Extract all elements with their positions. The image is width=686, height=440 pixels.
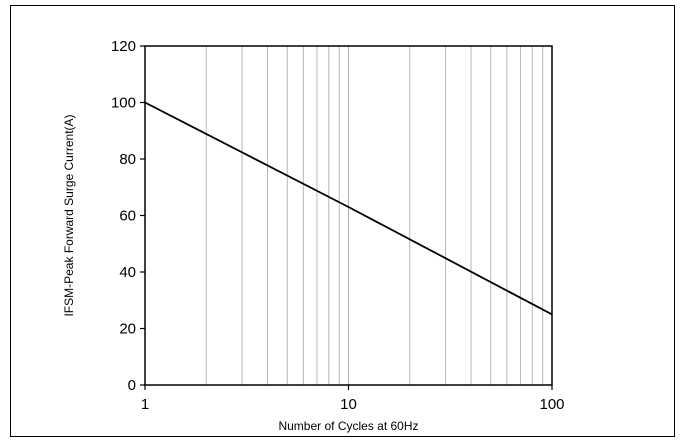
y-axis-label: IFSM-Peak Forward Surge Current(A) [62, 114, 76, 316]
series-line [144, 101, 553, 316]
y-tick-label: 40 [119, 264, 136, 281]
y-tick-label: 60 [119, 208, 136, 225]
y-tick-label: 20 [119, 321, 136, 338]
y-axis-ticks: 0 20 40 60 80 100 120 [111, 38, 145, 394]
y-tick-label: 100 [111, 95, 136, 112]
y-tick-label: 80 [119, 151, 136, 168]
y-tick-label: 120 [111, 38, 136, 55]
x-axis-label: Number of Cycles at 60Hz [278, 419, 418, 433]
x-tick-label: 10 [340, 396, 357, 413]
x-tick-label: 100 [539, 396, 564, 413]
grid-lines [205, 46, 544, 385]
y-tick-label: 0 [128, 377, 136, 394]
x-tick-label: 1 [141, 396, 149, 413]
chart-frame [10, 5, 675, 437]
x-axis-ticks: 1 10 100 [141, 385, 565, 413]
